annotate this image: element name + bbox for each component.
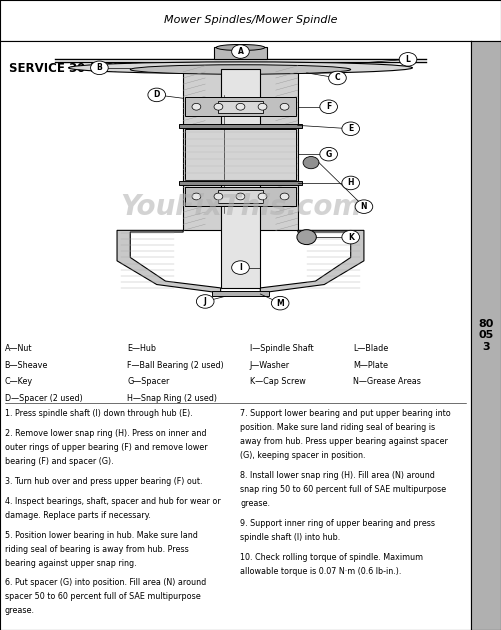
Bar: [212, 291, 269, 296]
Text: bearing against upper snap ring.: bearing against upper snap ring.: [5, 559, 136, 568]
Circle shape: [258, 103, 267, 110]
Circle shape: [342, 231, 360, 244]
Text: B: B: [97, 63, 102, 72]
Text: K: K: [348, 232, 354, 242]
Circle shape: [320, 147, 338, 161]
Text: 8. Install lower snap ring (H). Fill area (N) around: 8. Install lower snap ring (H). Fill are…: [240, 471, 435, 480]
Text: outer rings of upper bearing (F) and remove lower: outer rings of upper bearing (F) and rem…: [5, 443, 207, 452]
Text: I: I: [239, 263, 242, 272]
Text: YouFixThis.com: YouFixThis.com: [120, 193, 361, 220]
Bar: [185, 187, 296, 206]
Ellipse shape: [216, 45, 265, 50]
Circle shape: [214, 103, 223, 110]
Text: 1. Press spindle shaft (I) down through hub (E).: 1. Press spindle shaft (I) down through …: [5, 409, 192, 418]
Text: E—Hub: E—Hub: [127, 345, 156, 353]
Bar: [183, 69, 298, 231]
Bar: [179, 181, 302, 185]
Text: K—Cap Screw: K—Cap Screw: [249, 377, 305, 386]
Text: L: L: [406, 55, 410, 64]
Circle shape: [280, 103, 289, 110]
Text: F: F: [326, 102, 331, 112]
Ellipse shape: [69, 62, 412, 74]
Bar: [220, 69, 261, 288]
Circle shape: [196, 295, 214, 308]
Bar: [185, 129, 296, 180]
Text: B—Sheave: B—Sheave: [5, 361, 48, 370]
Text: 7. Support lower bearing and put upper bearing into: 7. Support lower bearing and put upper b…: [240, 409, 451, 418]
Circle shape: [258, 193, 267, 200]
Circle shape: [342, 176, 360, 190]
Text: A—Nut: A—Nut: [5, 345, 32, 353]
Text: damage. Replace parts if necessary.: damage. Replace parts if necessary.: [5, 511, 151, 520]
Text: snap ring 50 to 60 percent full of SAE multipurpose: snap ring 50 to 60 percent full of SAE m…: [240, 485, 446, 494]
Text: riding seal of bearing is away from hub. Press: riding seal of bearing is away from hub.…: [5, 544, 188, 554]
Text: L—Blade: L—Blade: [353, 345, 388, 353]
Ellipse shape: [130, 65, 351, 74]
Text: grease.: grease.: [5, 607, 35, 616]
Text: SERVICE 30-INCH MOWER SPINDLE: SERVICE 30-INCH MOWER SPINDLE: [10, 62, 240, 74]
Text: J—Washer: J—Washer: [249, 361, 290, 370]
Text: M: M: [276, 299, 284, 307]
Text: 4. Inspect bearings, shaft, spacer and hub for wear or: 4. Inspect bearings, shaft, spacer and h…: [5, 496, 220, 506]
Text: bearing (F) and spacer (G).: bearing (F) and spacer (G).: [5, 457, 113, 466]
Text: 9. Support inner ring of upper bearing and press: 9. Support inner ring of upper bearing a…: [240, 519, 435, 528]
Text: I—Spindle Shaft: I—Spindle Shaft: [249, 345, 313, 353]
Bar: [214, 47, 267, 59]
Polygon shape: [261, 231, 364, 293]
Circle shape: [272, 296, 289, 310]
Text: F—Ball Bearing (2 used): F—Ball Bearing (2 used): [127, 361, 224, 370]
Circle shape: [214, 193, 223, 200]
Circle shape: [231, 45, 249, 59]
Text: G: G: [326, 150, 332, 159]
Circle shape: [231, 261, 249, 275]
Circle shape: [399, 52, 417, 66]
Circle shape: [280, 193, 289, 200]
Text: H: H: [348, 178, 354, 188]
Circle shape: [303, 156, 319, 169]
Circle shape: [342, 122, 360, 135]
Text: allowable torque is 0.07 N·m (0.6 lb-in.).: allowable torque is 0.07 N·m (0.6 lb-in.…: [240, 567, 402, 576]
Text: away from hub. Press upper bearing against spacer: away from hub. Press upper bearing again…: [240, 437, 448, 446]
Bar: [185, 97, 296, 116]
Text: (G), keeping spacer in position.: (G), keeping spacer in position.: [240, 451, 366, 460]
Circle shape: [91, 61, 108, 74]
Text: J: J: [204, 297, 206, 306]
Circle shape: [320, 100, 338, 113]
Text: spindle shaft (I) into hub.: spindle shaft (I) into hub.: [240, 533, 340, 542]
Circle shape: [192, 103, 201, 110]
Text: G—Spacer: G—Spacer: [127, 377, 169, 386]
Circle shape: [355, 200, 373, 214]
Circle shape: [236, 193, 245, 200]
Text: Mower Spindles/Mower Spindle: Mower Spindles/Mower Spindle: [164, 16, 337, 25]
Text: D: D: [153, 90, 160, 100]
Circle shape: [192, 193, 201, 200]
Text: 5. Position lower bearing in hub. Make sure land: 5. Position lower bearing in hub. Make s…: [5, 530, 197, 540]
Text: H—Snap Ring (2 used): H—Snap Ring (2 used): [127, 394, 217, 403]
Text: D—Spacer (2 used): D—Spacer (2 used): [5, 394, 83, 403]
Circle shape: [148, 88, 165, 101]
Text: E: E: [348, 124, 353, 134]
Text: position. Make sure land riding seal of bearing is: position. Make sure land riding seal of …: [240, 423, 435, 432]
Text: 3. Turn hub over and press upper bearing (F) out.: 3. Turn hub over and press upper bearing…: [5, 477, 202, 486]
Text: 10. Check rolling torque of spindle. Maximum: 10. Check rolling torque of spindle. Max…: [240, 553, 423, 562]
Text: M—Plate: M—Plate: [353, 361, 388, 370]
Bar: [218, 190, 263, 203]
Text: 80
05
3: 80 05 3: [478, 319, 493, 352]
Text: N—Grease Areas: N—Grease Areas: [353, 377, 421, 386]
Circle shape: [329, 71, 346, 85]
Circle shape: [236, 103, 245, 110]
Text: 2. Remove lower snap ring (H). Press on inner and: 2. Remove lower snap ring (H). Press on …: [5, 429, 206, 438]
Polygon shape: [117, 231, 220, 293]
Text: N: N: [361, 202, 367, 211]
Text: A: A: [237, 47, 243, 56]
Bar: [179, 124, 302, 128]
Text: C—Key: C—Key: [5, 377, 33, 386]
Bar: [218, 101, 263, 113]
Text: C: C: [335, 74, 340, 83]
Text: grease.: grease.: [240, 499, 270, 508]
Text: spacer 50 to 60 percent full of SAE multipurpose: spacer 50 to 60 percent full of SAE mult…: [5, 592, 200, 602]
Circle shape: [297, 230, 316, 244]
Text: 6. Put spacer (G) into position. Fill area (N) around: 6. Put spacer (G) into position. Fill ar…: [5, 578, 206, 588]
